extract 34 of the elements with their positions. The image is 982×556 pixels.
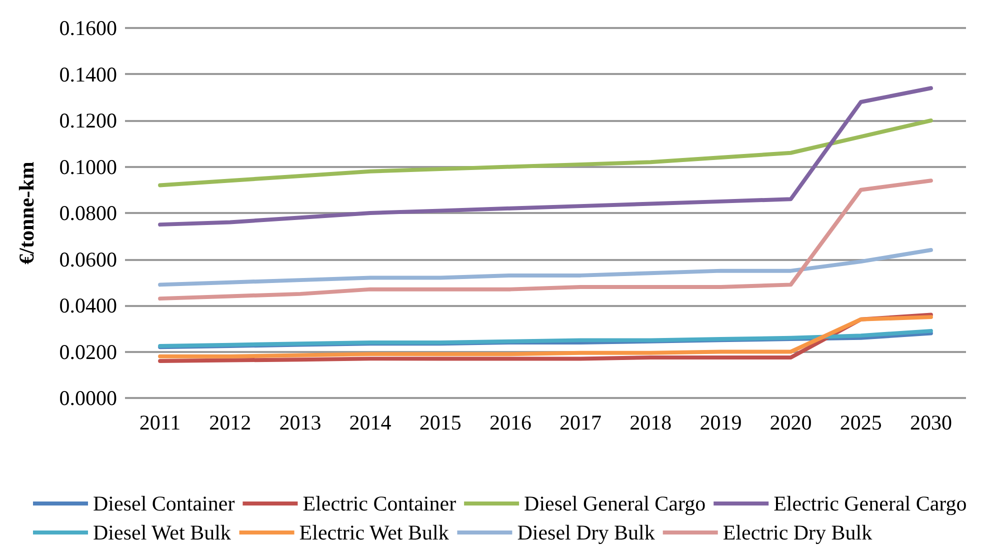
y-tick-label: 0.0000 — [59, 386, 117, 410]
legend-label: Electric Wet Bulk — [299, 520, 450, 544]
legend-label: Electric General Cargo — [774, 492, 967, 516]
line-series — [158, 86, 933, 227]
x-tick-label: 2015 — [419, 410, 462, 434]
x-tick-label: 2014 — [349, 410, 392, 434]
y-tick-label: 0.0200 — [59, 340, 117, 364]
x-tick-label: 2020 — [770, 410, 812, 434]
y-tick-label: 0.1000 — [59, 154, 117, 179]
x-tick-label: 2012 — [209, 410, 252, 434]
y-tick-label: 0.1200 — [59, 108, 117, 132]
x-tick-label: 2011 — [139, 410, 181, 434]
x-tick-label: 2016 — [489, 410, 532, 434]
x-tick-label: 2019 — [700, 410, 742, 434]
y-tick-label: 0.1600 — [59, 16, 117, 40]
y-tick-label: 0.0800 — [59, 201, 117, 225]
x-tick-label: 2017 — [560, 410, 602, 434]
legend-label: Diesel Container — [93, 492, 235, 516]
legend-label: Diesel General Cargo — [524, 492, 706, 516]
x-tick-label: 2013 — [279, 410, 322, 434]
legend-label: Electric Dry Bulk — [722, 520, 873, 544]
x-tick-label: 2018 — [630, 410, 672, 434]
x-tick-label: 2030 — [910, 410, 952, 434]
legend-label: Diesel Dry Bulk — [517, 520, 656, 544]
line-series — [158, 118, 933, 188]
legend-label: Electric Container — [302, 492, 456, 516]
line-series — [158, 248, 933, 287]
y-tick-label: 0.0400 — [59, 294, 117, 318]
y-tick-label: 0.1400 — [59, 62, 117, 86]
y-tick-label: 0.0600 — [59, 247, 117, 272]
y-axis-title: €/tonne-km — [14, 161, 38, 264]
legend-label: Diesel Wet Bulk — [93, 520, 232, 544]
x-tick-label: 2025 — [840, 410, 882, 434]
line-series — [158, 178, 933, 301]
